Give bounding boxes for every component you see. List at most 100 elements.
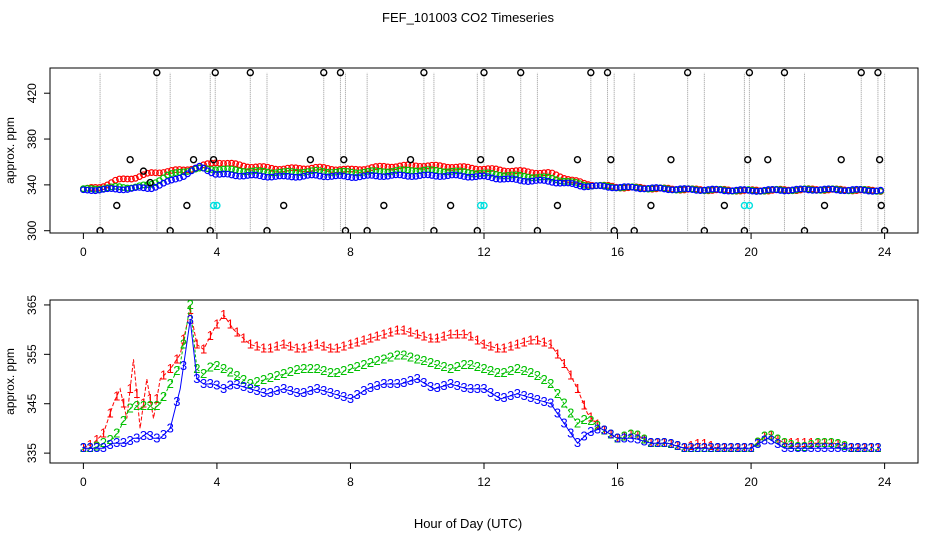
series-3-marker: 3 xyxy=(300,385,307,400)
cyan-outlier-point xyxy=(213,201,221,210)
series-3-marker: 3 xyxy=(494,389,501,404)
series-3-marker: 3 xyxy=(86,440,93,455)
series-2-marker: 2 xyxy=(434,357,441,372)
outlier-point xyxy=(683,68,692,77)
series-3-point xyxy=(516,177,524,184)
series-3-marker: 3 xyxy=(507,388,514,403)
series-1-marker: 1 xyxy=(253,338,260,353)
bottom-x-tick-label: 0 xyxy=(80,475,87,489)
outlier-point xyxy=(507,155,515,164)
series-3-point xyxy=(448,171,456,179)
series-1-marker: 1 xyxy=(594,417,601,432)
series-3-point xyxy=(789,186,796,194)
series-3-point xyxy=(849,186,856,193)
outlier-point xyxy=(573,155,582,164)
series-3-point xyxy=(164,177,171,185)
series-3-marker: 3 xyxy=(747,440,754,455)
series-1-marker: 1 xyxy=(327,340,334,355)
series-2-marker: 2 xyxy=(247,376,254,391)
series-3-point xyxy=(252,171,260,179)
series-3-point xyxy=(520,177,528,185)
series-3-point xyxy=(256,172,264,180)
series-1-point xyxy=(420,162,428,170)
series-2-point xyxy=(240,168,248,175)
series-1-marker: 1 xyxy=(247,336,254,351)
series-2-point xyxy=(548,174,556,182)
series-3-marker: 3 xyxy=(828,440,835,455)
outlier-point xyxy=(647,201,655,210)
series-3-point xyxy=(496,175,504,183)
series-1-point xyxy=(444,163,452,171)
series-1-marker: 1 xyxy=(527,333,534,348)
series-1-marker: 1 xyxy=(581,397,588,412)
series-3-point xyxy=(460,173,468,180)
series-3-marker: 3 xyxy=(694,440,701,455)
series-3-point xyxy=(672,186,680,193)
series-3-marker: 3 xyxy=(340,389,347,404)
series-3-marker: 3 xyxy=(621,430,628,445)
bottom-x-tick-label: 20 xyxy=(744,475,758,489)
series-3-point xyxy=(376,173,384,180)
series-3-point xyxy=(728,187,736,195)
series-3-marker: 3 xyxy=(674,438,681,453)
series-1-marker: 1 xyxy=(567,368,574,383)
series-3-marker: 3 xyxy=(701,440,708,455)
series-3-point xyxy=(348,174,356,181)
bottom-x-tick-label: 12 xyxy=(477,475,491,489)
top-plot-area xyxy=(79,68,889,233)
series-2-marker: 2 xyxy=(480,361,487,376)
series-1-marker: 1 xyxy=(841,438,848,453)
top-x-tick-label: 4 xyxy=(214,245,221,259)
cyan-outlier-point xyxy=(480,201,488,210)
series-3-marker: 3 xyxy=(854,440,861,455)
outlier-point xyxy=(745,68,754,77)
series-2-marker: 2 xyxy=(227,364,234,379)
series-3-point xyxy=(564,179,572,187)
series-3-marker: 3 xyxy=(868,440,875,455)
series-3-point xyxy=(821,185,828,193)
series-1-point xyxy=(396,162,404,170)
series-3-marker: 3 xyxy=(160,427,167,442)
series-3-marker: 3 xyxy=(861,440,868,455)
series-1-point xyxy=(216,159,223,167)
series-3-point xyxy=(440,172,448,180)
series-1-marker: 1 xyxy=(561,356,568,371)
outlier-point xyxy=(420,68,428,77)
series-1-marker: 1 xyxy=(534,333,541,348)
series-2-marker: 2 xyxy=(233,368,240,383)
series-2-marker: 2 xyxy=(120,413,127,428)
outlier-point xyxy=(553,201,562,210)
series-3-point xyxy=(845,186,852,194)
outlier-point xyxy=(857,68,865,77)
series-3-marker: 3 xyxy=(200,376,207,391)
series-3-marker: 3 xyxy=(380,376,387,391)
series-1-marker: 1 xyxy=(147,391,154,406)
series-3-point xyxy=(244,172,252,179)
series-2-marker: 2 xyxy=(240,372,247,387)
series-1-point xyxy=(200,161,207,169)
top-x-tick-label: 16 xyxy=(611,245,625,259)
series-3-marker: 3 xyxy=(333,387,340,402)
series-3-marker: 3 xyxy=(520,388,527,403)
series-1-marker: 1 xyxy=(387,325,394,340)
series-2-marker: 2 xyxy=(587,413,594,428)
series-1-marker: 1 xyxy=(414,327,421,342)
series-2-marker: 2 xyxy=(861,440,868,455)
series-1-marker: 1 xyxy=(340,338,347,353)
series-1-marker: 1 xyxy=(300,340,307,355)
series-1-point xyxy=(536,169,544,177)
series-2-marker: 2 xyxy=(707,440,714,455)
series-2-marker: 2 xyxy=(220,361,227,376)
series-2-point xyxy=(164,171,171,179)
series-3-point xyxy=(480,172,488,180)
series-3-point xyxy=(220,170,228,178)
series-3-point xyxy=(396,171,404,179)
series-3-point xyxy=(532,177,540,184)
series-3-marker: 3 xyxy=(187,312,194,327)
series-3-marker: 3 xyxy=(554,406,561,421)
series-3-point xyxy=(316,172,324,180)
series-1-marker: 1 xyxy=(587,409,594,424)
series-3-marker: 3 xyxy=(133,430,140,445)
